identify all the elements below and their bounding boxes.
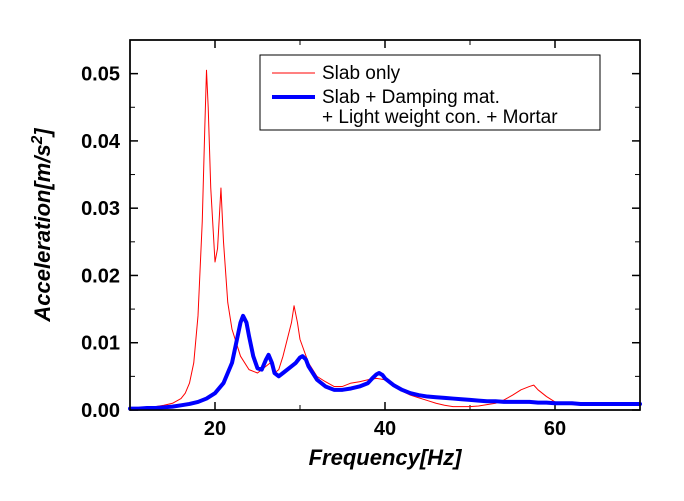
ytick-label: 0.01: [81, 333, 120, 355]
ytick-label: 0.03: [81, 198, 120, 220]
xtick-label: 40: [374, 418, 396, 440]
ytick-label: 0.04: [81, 131, 121, 153]
legend-label: Slab + Damping mat.: [322, 87, 500, 108]
legend-label: + Light weight con. + Mortar: [322, 107, 558, 128]
legend-label: Slab only: [322, 63, 401, 84]
ylabel-group: Acceleration[m/s2]: [29, 128, 56, 323]
xtick-label: 20: [204, 418, 226, 440]
chart-container: 20 40 60 0.00 0.01 0.02 0.03 0.04 0.05 Frequency[…: [0, 0, 684, 501]
xlabel: Frequency[Hz]: [309, 445, 462, 470]
ytick-label: 0.02: [81, 265, 120, 287]
xtick-label: 60: [544, 418, 566, 440]
ytick-label: 0.05: [81, 64, 120, 86]
ytick-label: 0.00: [81, 400, 120, 422]
ylabel: Acceleration[m/s2]: [29, 128, 56, 323]
chart-svg: 20 40 60 0.00 0.01 0.02 0.03 0.04 0.05 Frequency[…: [0, 0, 684, 501]
